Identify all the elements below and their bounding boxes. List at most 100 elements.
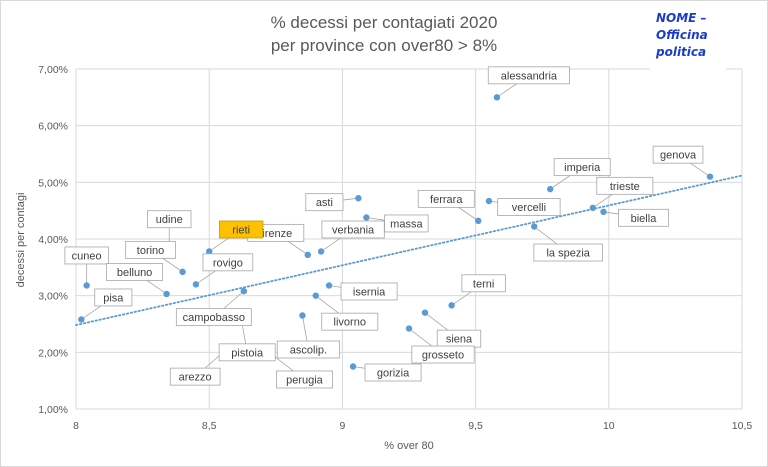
label-box <box>125 240 176 259</box>
label-trieste: trieste <box>596 176 654 195</box>
label-box <box>364 363 422 382</box>
label-text: verbania <box>332 224 375 236</box>
x-tick-label: 8 <box>73 420 79 432</box>
label-box <box>175 308 252 327</box>
label-box <box>147 210 192 229</box>
y-tick-label: 4,00% <box>38 234 68 246</box>
point-biella <box>600 208 607 215</box>
point-belluno <box>163 290 170 298</box>
label-campobasso: campobasso <box>175 308 252 327</box>
label-text: alessandria <box>501 70 558 82</box>
y-tick-label: 6,00% <box>38 121 68 133</box>
point-ascolip <box>299 312 306 319</box>
point-massa <box>363 214 370 221</box>
y-tick-label: 1,00% <box>38 404 68 416</box>
label-udine: udine <box>147 210 192 229</box>
label-text: asti <box>316 197 333 209</box>
label-text: rieti <box>232 224 250 236</box>
label-box <box>321 220 385 239</box>
label-box <box>321 312 379 331</box>
point-firenze <box>304 251 311 259</box>
label-text: terni <box>473 278 494 290</box>
watermark-logo: NOME – Officina politica <box>650 8 726 70</box>
label-text: trieste <box>610 181 640 193</box>
y-tick-label: 2,00% <box>38 347 68 359</box>
label-imperia: imperia <box>553 158 611 177</box>
label-text: imperia <box>564 162 601 174</box>
label-box <box>64 246 109 265</box>
chart-title-line1: % decessi per contagiati 2020 <box>271 13 498 32</box>
x-tick-label: 9 <box>339 420 345 432</box>
point-rieti <box>206 248 213 255</box>
trendline-group <box>75 174 743 327</box>
label-box <box>276 340 341 359</box>
label-box <box>417 189 475 208</box>
label-pistoia: pistoia <box>218 343 276 362</box>
label-perugia: perugia <box>276 370 333 389</box>
label-text: genova <box>660 150 697 162</box>
label-belluno: belluno <box>106 263 164 281</box>
point-genova <box>706 173 714 180</box>
label-box <box>94 288 133 307</box>
label-genova: genova <box>652 145 704 164</box>
label-gorizia: gorizia <box>364 363 422 382</box>
label-siena: siena <box>436 329 482 348</box>
label-text: massa <box>390 218 423 230</box>
point-gorizia <box>349 363 357 370</box>
axis-ticks: 1,00% 2,00% 3,00% 4,00% 5,00% 6,00% 7,00% 8 8,5 9… <box>38 64 752 432</box>
point-grosseto <box>405 325 413 332</box>
label-box <box>106 263 164 281</box>
label-text: cuneo <box>72 250 102 262</box>
label-box <box>652 145 704 164</box>
point-torino <box>179 268 186 276</box>
label-terni: terni <box>461 274 506 293</box>
label-text: belluno <box>117 267 152 279</box>
label-text: torino <box>137 245 165 257</box>
label-box <box>202 253 254 272</box>
x-axis-label: % over 80 <box>384 440 434 452</box>
label-massa: massa <box>384 214 429 233</box>
point-verbania <box>317 248 325 255</box>
label-ferrara: ferrara <box>417 189 475 208</box>
point-alessandria <box>493 94 501 101</box>
point-laspezia <box>531 223 538 230</box>
label-text: firenze <box>259 228 292 240</box>
label-torino: torino <box>125 240 176 259</box>
point-siena <box>421 309 429 316</box>
point-trieste <box>589 204 597 212</box>
label-box <box>596 176 654 195</box>
y-tick-label: 3,00% <box>38 291 68 303</box>
point-asti <box>355 195 362 202</box>
chart-title-line2: per province con over80 > 8% <box>271 36 497 55</box>
label-box <box>169 367 221 386</box>
label-box <box>340 282 398 301</box>
x-tick-label: 10 <box>603 420 615 432</box>
gridlines <box>75 68 743 410</box>
point-pisa <box>78 316 85 323</box>
label-text: isernia <box>353 286 386 298</box>
label-text: la spezia <box>546 248 590 260</box>
label-text: udine <box>156 214 183 226</box>
label-box <box>218 343 276 362</box>
label-rieti: rieti <box>219 220 264 239</box>
point-terni <box>448 302 455 309</box>
watermark-text: NOME – Officina politica <box>656 11 708 59</box>
label-text: rovigo <box>213 257 243 269</box>
trendline <box>75 174 743 327</box>
x-tick-label: 10,5 <box>732 420 753 432</box>
label-text: vercelli <box>512 202 546 214</box>
label-box <box>219 220 264 239</box>
label-ascolip: ascolip. <box>276 340 341 359</box>
label-grosseto: grosseto <box>411 345 475 364</box>
label-text: ascolip. <box>290 345 327 357</box>
label-cuneo: cuneo <box>64 246 109 265</box>
label-text: biella <box>631 213 658 225</box>
y-tick-label: 5,00% <box>38 177 68 189</box>
label-text: ferrara <box>430 194 463 206</box>
label-text: arezzo <box>179 372 212 384</box>
label-arezzo: arezzo <box>169 367 221 386</box>
point-isernia <box>325 282 333 289</box>
label-verbania: verbania <box>321 220 385 239</box>
label-rovigo: rovigo <box>202 253 254 272</box>
